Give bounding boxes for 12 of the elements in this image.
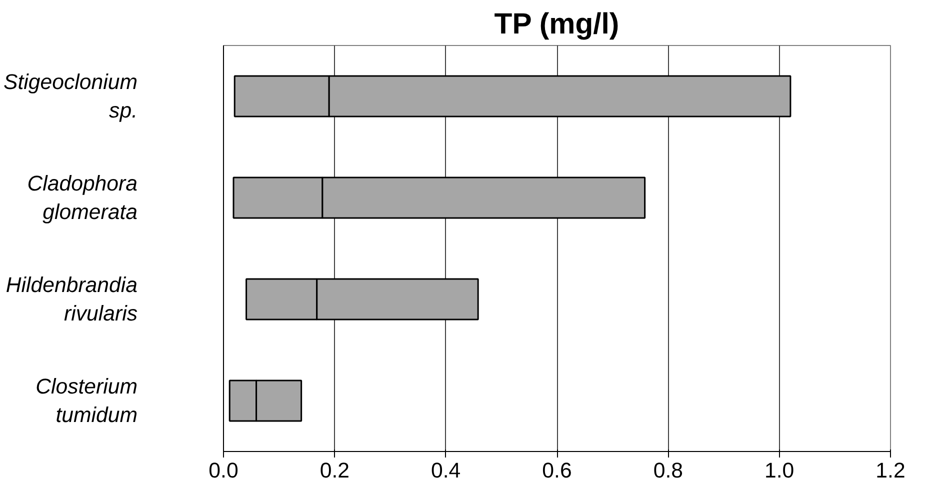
x-tick-label: 0.4 (431, 458, 461, 482)
y-tick-label: Cladophora glomerata (27, 171, 138, 224)
x-tick-label: 1.2 (876, 458, 906, 482)
x-tick-label: 0.6 (542, 458, 572, 482)
x-tick-label: 0.8 (653, 458, 683, 482)
y-tick-label: Stigeoclonium sp. (4, 70, 138, 123)
x-tick-label: 0.2 (320, 458, 350, 482)
y-tick-label: Hildenbrandia rivularis (6, 272, 138, 326)
chart-title: TP (mg/l) (494, 8, 620, 40)
x-tick-label: 1.0 (764, 458, 794, 482)
x-tick-label: 0.0 (208, 458, 238, 482)
y-tick-label: Closterium tumidum (36, 374, 138, 428)
